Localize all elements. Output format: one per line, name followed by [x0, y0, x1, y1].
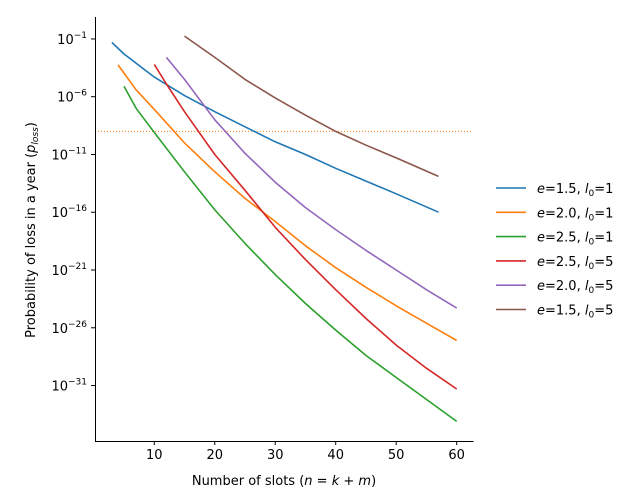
x-tick-label: 40	[327, 448, 344, 463]
legend-entry-0: e=1.5, l0=1	[496, 182, 613, 199]
x-tick-label: 10	[146, 448, 163, 463]
plot-area	[95, 35, 473, 423]
series-line-2	[123, 85, 458, 423]
y-tick-label: 10−1	[57, 31, 87, 48]
legend-label: e=2.0, l0=5	[537, 279, 613, 296]
legend-label: e=2.5, l0=1	[537, 231, 613, 248]
y-tick-label: 10−16	[51, 204, 87, 221]
series-line-1	[117, 64, 458, 342]
x-label-k: k	[332, 474, 340, 489]
x-label-plus: +	[339, 474, 358, 489]
y-tick-label: 10−21	[51, 262, 87, 279]
legend-entry-5: e=1.5, l0=5	[496, 304, 613, 321]
series-line-0	[111, 41, 439, 213]
y-label-text: Probability of loss in a year (	[24, 153, 39, 338]
y-axis-label: Probability of loss in a year (ploss)	[24, 122, 41, 338]
legend-label: e=2.0, l0=1	[537, 206, 613, 223]
y-label-close: )	[24, 122, 39, 127]
legend-entry-1: e=2.0, l0=1	[496, 206, 613, 223]
legend-label: e=1.5, l0=5	[537, 304, 613, 321]
series-line-5	[184, 35, 439, 178]
y-label-sub: loss	[31, 127, 41, 145]
legend-entry-4: e=2.0, l0=5	[496, 279, 613, 296]
series-line-4	[165, 56, 458, 309]
y-tick-label: 10−26	[51, 320, 87, 337]
x-tick-label: 60	[448, 448, 465, 463]
legend-entry-2: e=2.5, l0=1	[496, 231, 613, 248]
legend: e=1.5, l0=1 e=2.0, l0=1 e=2.5, l0=1 e=2.5, …	[496, 182, 613, 321]
x-label-m: m	[358, 474, 371, 489]
x-label-close: )	[371, 474, 376, 489]
legend-label: e=1.5, l0=1	[537, 182, 613, 199]
axis-ticks: 10 20 30 40 50 60 10−1 10−6 10−11 10−16 10−21 10−26…	[51, 31, 464, 463]
x-axis-label: Number of slots (n = k + m)	[192, 474, 376, 489]
x-label-text: Number of slots (	[192, 474, 304, 489]
x-tick-label: 20	[206, 448, 223, 463]
legend-entry-3: e=2.5, l0=5	[496, 255, 613, 272]
series-line-3	[153, 63, 458, 390]
x-label-eq: =	[313, 474, 332, 489]
y-tick-label: 10−6	[57, 89, 87, 106]
y-tick-label: 10−11	[51, 146, 87, 163]
x-label-n: n	[304, 474, 312, 489]
x-tick-label: 50	[388, 448, 405, 463]
y-tick-label: 10−31	[51, 378, 87, 395]
legend-label: e=2.5, l0=5	[537, 255, 613, 272]
x-tick-label: 30	[267, 448, 284, 463]
y-label-p: p	[24, 145, 39, 154]
